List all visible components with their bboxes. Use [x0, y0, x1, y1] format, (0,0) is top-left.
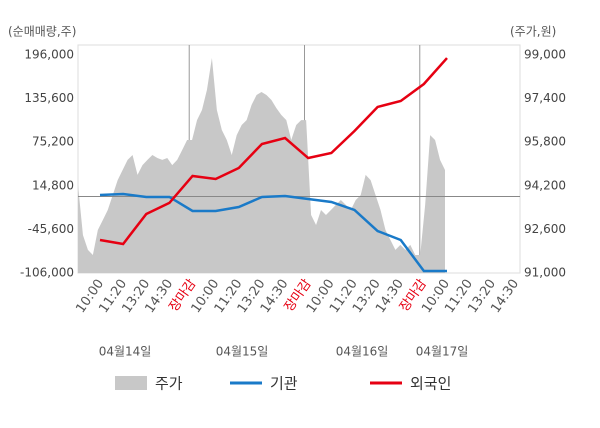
date-label: 04월15일	[216, 345, 269, 359]
date-label: 04월16일	[336, 345, 389, 359]
date-label: 04월14일	[99, 345, 152, 359]
legend-label: 주가	[155, 375, 183, 393]
y2-tick-label: 95,800	[524, 135, 566, 149]
y-tick-label: 14,800	[32, 178, 74, 192]
y2-tick-label: 94,200	[524, 178, 566, 192]
legend-label: 기관	[270, 375, 298, 393]
date-label: 04월17일	[416, 345, 469, 359]
series-line	[99, 57, 448, 246]
series-line	[99, 192, 447, 273]
y2-tick-label: 91,000	[524, 266, 566, 280]
legend-swatch	[115, 376, 147, 390]
y-tick-label: -106,000	[20, 266, 74, 280]
price-area	[78, 57, 445, 274]
y-tick-label: 196,000	[24, 48, 74, 62]
y2-tick-label: 99,000	[524, 48, 566, 62]
y-tick-label: 135,600	[24, 91, 74, 105]
y2-tick-label: 97,400	[524, 91, 566, 105]
y-tick-label: -45,600	[28, 222, 74, 236]
legend-label: 외국인	[410, 375, 451, 393]
y2-axis-label: (주가,원)	[510, 25, 556, 39]
y2-tick-label: 92,600	[524, 222, 566, 236]
y-tick-label: 75,200	[32, 135, 74, 149]
y-axis-label: (순매매량,주)	[8, 25, 76, 39]
